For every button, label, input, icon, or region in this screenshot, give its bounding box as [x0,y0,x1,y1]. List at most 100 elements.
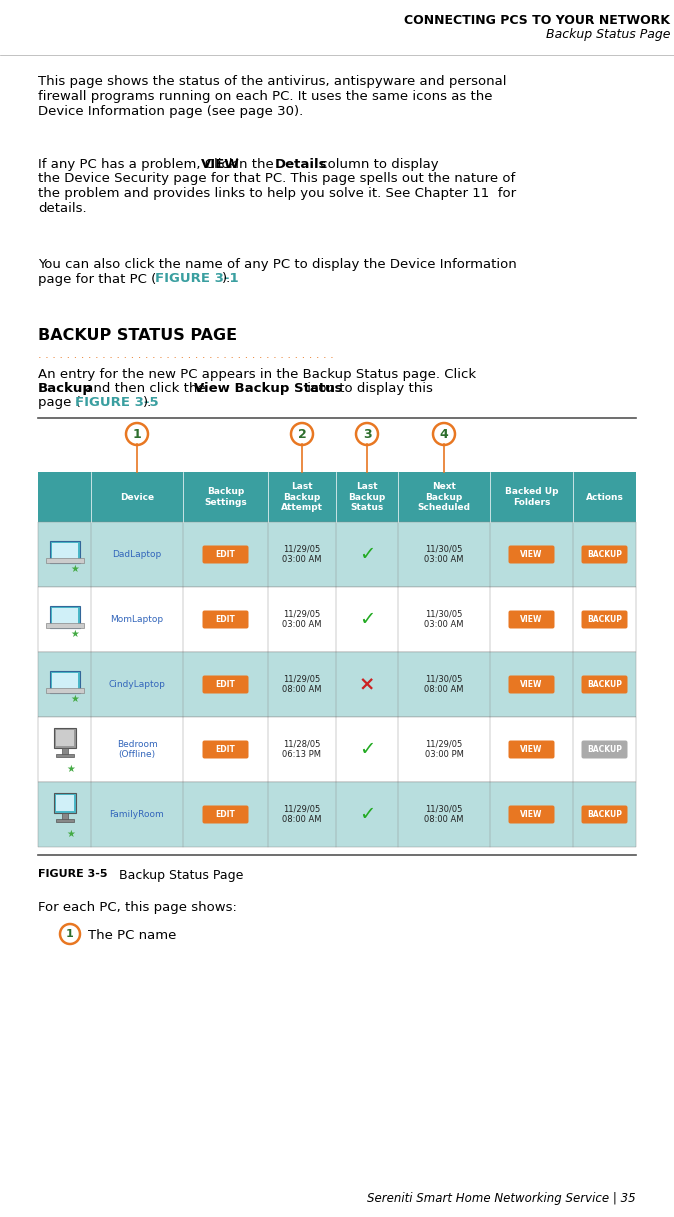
Text: VIEW: VIEW [520,680,543,689]
Text: 11/30/05
08:00 AM: 11/30/05 08:00 AM [424,804,464,824]
Text: EDIT: EDIT [216,745,235,755]
FancyBboxPatch shape [508,806,555,824]
FancyBboxPatch shape [202,806,249,824]
Text: BACKUP: BACKUP [587,680,622,689]
Text: ✓: ✓ [359,740,375,759]
Text: Backup Status Page: Backup Status Page [103,869,243,882]
Text: . . . . . . . . . . . . . . . . . . . . . . . . . . . . . . . . . . . . . . . . : . . . . . . . . . . . . . . . . . . . . … [38,350,334,360]
Text: Last
Backup
Attempt: Last Backup Attempt [281,482,323,512]
Bar [49,540,80,562]
FancyBboxPatch shape [582,545,627,563]
FancyBboxPatch shape [202,545,249,563]
Text: ).: ). [143,396,152,409]
Text: FamilyRoom: FamilyRoom [110,811,164,819]
Text: BACKUP: BACKUP [587,811,622,819]
Circle shape [126,424,148,445]
Bar [61,747,67,755]
Text: ★: ★ [70,628,79,639]
Text: column to display: column to display [316,158,439,172]
Text: BACKUP: BACKUP [587,745,622,755]
Text: EDIT: EDIT [216,811,235,819]
Bar [49,671,80,692]
Bar [61,813,67,819]
FancyBboxPatch shape [508,611,555,628]
Bar [51,543,78,561]
Bar [38,472,636,522]
FancyBboxPatch shape [582,611,627,628]
Bar [51,673,78,690]
Text: in the: in the [231,158,278,172]
Text: Backup Status Page: Backup Status Page [545,28,670,41]
Text: VIEW: VIEW [520,615,543,624]
FancyBboxPatch shape [508,545,555,563]
Circle shape [433,424,455,445]
Text: If any PC has a problem, Click: If any PC has a problem, Click [38,158,241,172]
Text: VIEW: VIEW [201,158,240,172]
Text: This page shows the status of the antivirus, antispyware and personal
firewall p: This page shows the status of the antivi… [38,75,506,118]
Text: BACKUP STATUS PAGE: BACKUP STATUS PAGE [38,329,237,343]
Text: ★: ★ [70,563,79,573]
Text: EDIT: EDIT [216,615,235,624]
Text: Details: Details [275,158,328,172]
Text: 1: 1 [66,929,74,940]
Text: Backup
Settings: Backup Settings [204,487,247,506]
Text: Backed Up
Folders: Backed Up Folders [505,487,558,506]
Text: View Backup Status: View Backup Status [194,382,342,396]
Text: Backup: Backup [38,382,93,396]
Text: 4: 4 [439,427,448,441]
Text: VIEW: VIEW [520,745,543,755]
Circle shape [60,924,80,944]
Text: You can also click the name of any PC to display the Device Information
page for: You can also click the name of any PC to… [38,258,517,286]
Text: DadLaptop: DadLaptop [113,550,162,559]
Text: 11/30/05
03:00 AM: 11/30/05 03:00 AM [424,610,464,629]
Text: VIEW: VIEW [520,811,543,819]
Bar [49,606,80,628]
Bar [53,728,75,747]
Text: 11/28/05
06:13 PM: 11/28/05 06:13 PM [282,740,321,759]
Text: ★: ★ [70,694,79,703]
Text: ✓: ✓ [359,804,375,824]
Bar [38,522,636,587]
Bar [46,623,84,628]
FancyBboxPatch shape [582,806,627,824]
Text: 2: 2 [298,427,307,441]
Text: Device: Device [120,493,154,501]
Text: Bedroom
(Offline): Bedroom (Offline) [117,740,157,759]
Bar [55,753,73,757]
Text: BACKUP: BACKUP [587,615,622,624]
Bar [53,792,75,813]
FancyBboxPatch shape [582,740,627,758]
Text: 11/29/05
08:00 AM: 11/29/05 08:00 AM [282,804,321,824]
FancyBboxPatch shape [202,740,249,758]
FancyBboxPatch shape [508,675,555,694]
Bar [46,688,84,692]
Text: ).: ). [222,273,231,285]
Bar [38,652,636,717]
Text: ★: ★ [66,829,75,839]
Text: icon to display this: icon to display this [303,382,433,396]
Text: ✓: ✓ [359,545,375,563]
Text: 11/29/05
08:00 AM: 11/29/05 08:00 AM [282,674,321,694]
Text: FIGURE 3-1: FIGURE 3-1 [155,273,239,285]
Text: MomLaptop: MomLaptop [111,615,164,624]
Text: For each PC, this page shows:: For each PC, this page shows: [38,901,237,914]
Text: BACKUP: BACKUP [587,550,622,559]
Bar [51,607,78,626]
Text: 11/29/05
03:00 PM: 11/29/05 03:00 PM [425,740,464,759]
Circle shape [356,424,378,445]
FancyBboxPatch shape [202,611,249,628]
Text: Sereniti Smart Home Networking Service | 35: Sereniti Smart Home Networking Service |… [367,1191,636,1205]
Text: CONNECTING PCS TO YOUR NETWORK: CONNECTING PCS TO YOUR NETWORK [404,15,670,27]
Text: An entry for the new PC appears in the Backup Status page. Click: An entry for the new PC appears in the B… [38,368,476,381]
Text: ★: ★ [66,763,75,774]
Text: ✓: ✓ [359,610,375,629]
Bar [55,729,73,746]
Text: page (: page ( [38,396,81,409]
Bar [55,819,73,821]
FancyBboxPatch shape [508,740,555,758]
Text: Next
Backup
Scheduled: Next Backup Scheduled [417,482,470,512]
Text: 11/29/05
03:00 AM: 11/29/05 03:00 AM [282,610,321,629]
Text: and then click the: and then click the [81,382,210,396]
Bar [55,795,73,811]
Text: 1: 1 [133,427,142,441]
